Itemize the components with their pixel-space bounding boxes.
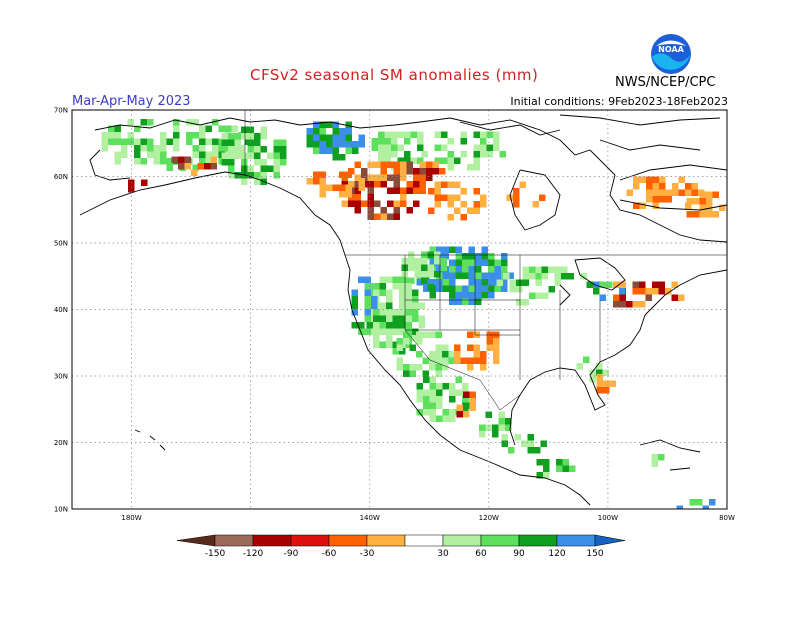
chart-title: CFSv2 seasonal SM anomalies (mm) — [250, 66, 539, 84]
colorbar-box — [556, 534, 596, 547]
colorbar-boxes — [176, 534, 626, 547]
colorbar-label: 30 — [437, 549, 449, 559]
colorbar-box — [290, 534, 330, 547]
colorbar-label: -30 — [360, 549, 375, 559]
lon-tick-label: 80W — [719, 514, 735, 522]
lon-tick-label: 100W — [598, 514, 618, 522]
lat-tick-label: 50N — [54, 240, 68, 248]
colorbar-box — [214, 534, 254, 547]
season-label: Mar-Apr-May 2023 — [72, 94, 191, 109]
colorbar-box — [404, 534, 444, 547]
map-frame — [71, 109, 728, 510]
lon-tick-label: 180W — [121, 514, 141, 522]
colorbar-label: -150 — [205, 549, 226, 559]
lat-tick-label: 70N — [54, 107, 68, 115]
colorbar-box — [480, 534, 520, 547]
longitude-labels: 180W140W120W100W80W60W — [121, 514, 735, 522]
lat-tick-label: 20N — [54, 439, 68, 447]
colorbar-label: -60 — [322, 549, 337, 559]
colorbar-max-arrow — [594, 534, 626, 547]
agency-label: NWS/NCEP/CPC — [615, 75, 716, 90]
colorbar-box — [366, 534, 406, 547]
lat-lon-grid — [72, 110, 727, 509]
coastlines — [79, 110, 727, 506]
colorbar-box — [252, 534, 292, 547]
political-boundaries — [244, 110, 727, 411]
lat-tick-label: 30N — [54, 373, 68, 381]
colorbar-box — [518, 534, 558, 547]
lat-tick-label: 40N — [54, 306, 68, 314]
colorbar-label: -120 — [243, 549, 264, 559]
lat-tick-label: 60N — [54, 173, 68, 181]
colorbar-min-arrow — [176, 534, 216, 547]
colorbar-label: -90 — [284, 549, 299, 559]
lat-tick-label: 10N — [54, 506, 68, 514]
colorbar-label: 150 — [586, 549, 603, 559]
colorbar-label: 60 — [475, 549, 487, 559]
lon-tick-label: 140W — [360, 514, 380, 522]
colorbar-box — [328, 534, 368, 547]
colorbar-label: 90 — [513, 549, 525, 559]
colorbar-box — [442, 534, 482, 547]
initial-conditions: Initial conditions: 9Feb2023-18Feb2023 — [510, 95, 728, 108]
logo-text: NOAA — [658, 45, 684, 54]
colorbar-label: 120 — [548, 549, 565, 559]
lon-tick-label: 120W — [479, 514, 499, 522]
latitude-labels: 10N 20N 30N 40N 50N 60N 70N — [54, 107, 68, 514]
noaa-logo-icon: NOAA — [651, 34, 691, 74]
anomaly-cells — [101, 119, 726, 509]
colorbar-labels: -150 -120 -90 -60 -30 30 60 90 120 150 — [205, 549, 604, 559]
